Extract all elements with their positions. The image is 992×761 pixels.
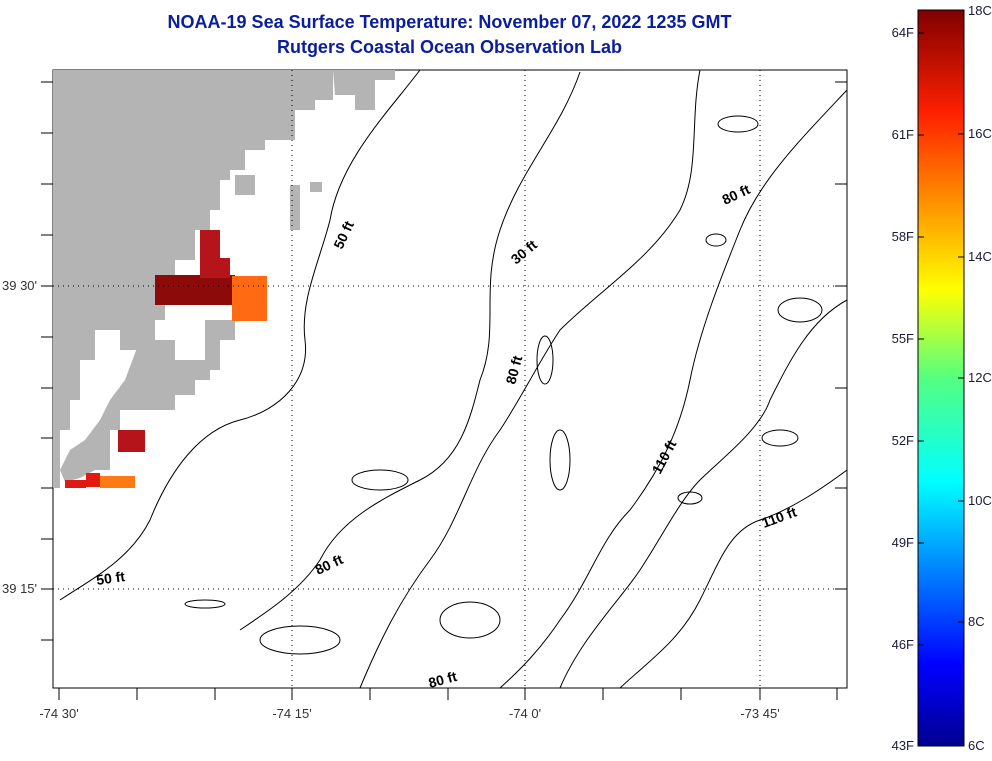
colorbar-label-c: 14C — [968, 249, 992, 264]
axis-ticks — [41, 81, 847, 700]
map-title: NOAA-19 Sea Surface Temperature: Novembe… — [167, 12, 732, 32]
colorbar-label-c: 18C — [968, 3, 992, 18]
lon-label: -74 0' — [509, 706, 541, 721]
land-mass — [53, 70, 333, 488]
sst-pixel — [200, 230, 220, 260]
colorbar — [917, 9, 965, 747]
contour-label: 80 ft — [427, 668, 459, 691]
colorbar-label-c: 16C — [968, 126, 992, 141]
sst-pixel — [86, 473, 100, 487]
colorbar-label-f: 58F — [892, 229, 914, 244]
land-patches — [205, 70, 395, 370]
sst-pixel — [65, 480, 86, 488]
lon-label: -73 45' — [740, 706, 779, 721]
lon-label: -74 30' — [39, 706, 78, 721]
colorbar-ticks — [918, 32, 964, 646]
colorbar-label-f: 49F — [892, 535, 914, 550]
contour-label: 80 ft — [502, 354, 525, 386]
sst-pixel — [100, 476, 135, 488]
land-barrier-islands — [60, 340, 210, 482]
colorbar-label-f: 52F — [892, 433, 914, 448]
bathymetry-contours — [59, 70, 847, 688]
colorbar-label-c: 6C — [968, 738, 985, 753]
sst-pixel — [118, 430, 145, 452]
contour-label: 50 ft — [95, 568, 126, 588]
colorbar-label-f: 46F — [892, 637, 914, 652]
colorbar-label-f: 64F — [892, 25, 914, 40]
colorbar-label-c: 10C — [968, 493, 992, 508]
sst-pixel — [232, 276, 267, 321]
lat-label: 39 15' — [2, 581, 37, 596]
colorbar-label-f: 43F — [892, 738, 914, 753]
colorbar-label-f: 55F — [892, 331, 914, 346]
colorbar-label-c: 12C — [968, 370, 992, 385]
lat-label: 39 30' — [2, 278, 37, 293]
map-subtitle: Rutgers Coastal Ocean Observation Lab — [276, 37, 623, 57]
graticule — [53, 70, 847, 688]
colorbar-label-c: 8C — [968, 614, 985, 629]
sst-pixel — [155, 275, 235, 305]
sst-pixel — [200, 258, 230, 278]
lon-label: -74 15' — [272, 706, 311, 721]
colorbar-label-f: 61F — [892, 127, 914, 142]
